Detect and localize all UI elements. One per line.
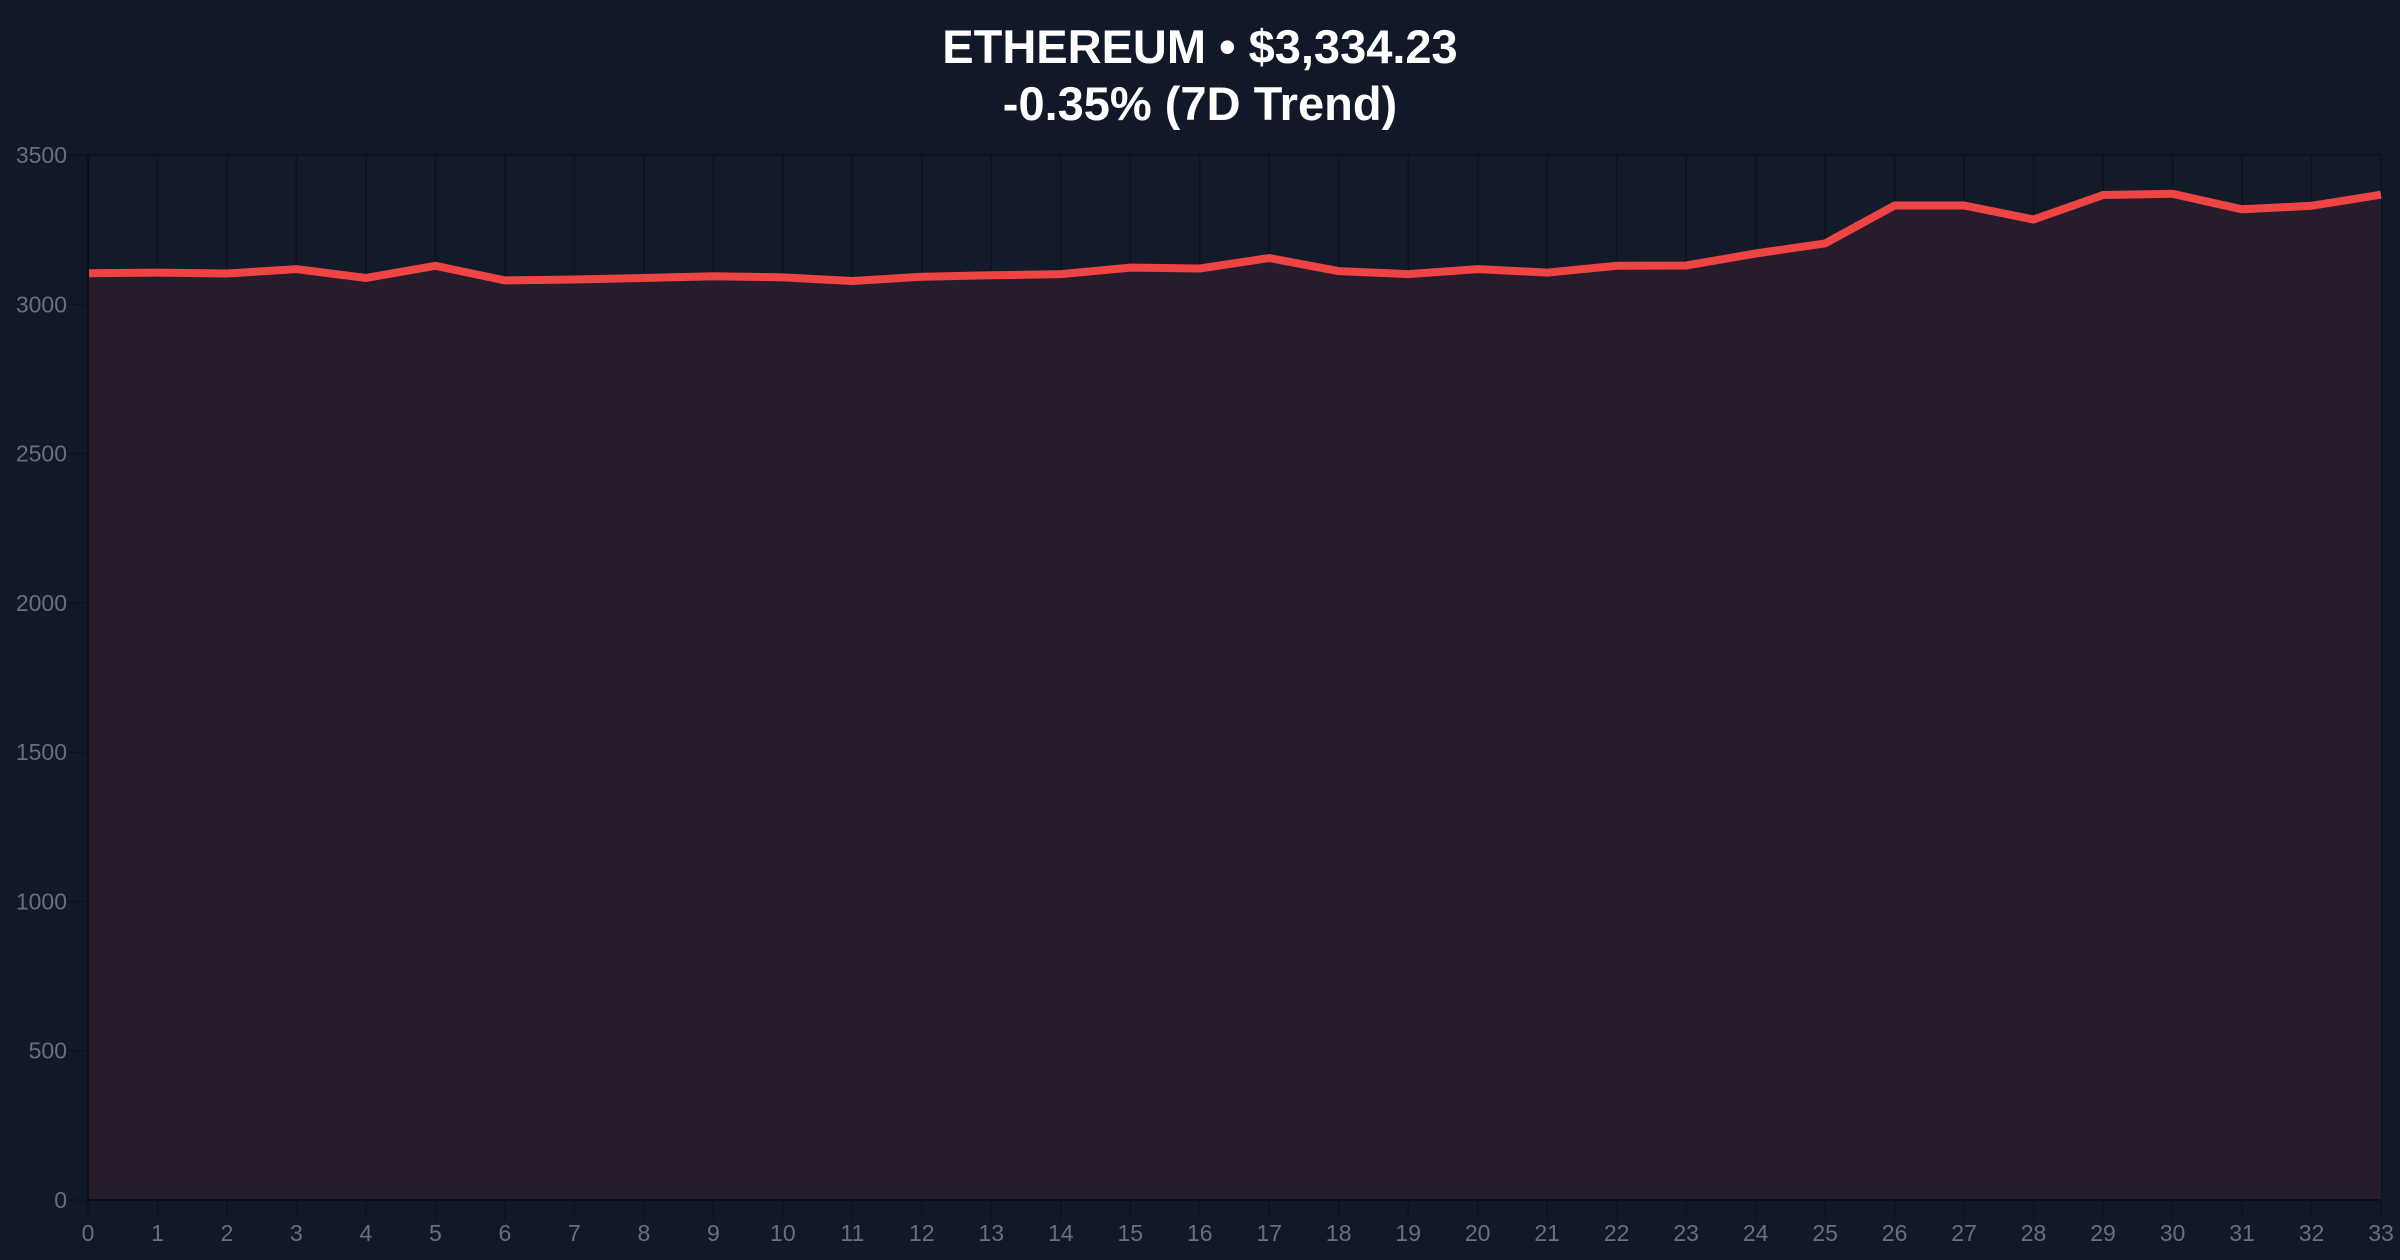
y-tick-label: 3500 bbox=[16, 142, 67, 168]
x-tick-label: 12 bbox=[909, 1220, 935, 1246]
y-tick-label: 0 bbox=[54, 1187, 67, 1213]
y-axis-labels: 0 500 1000 1500 2000 2500 3000 3500 bbox=[16, 142, 67, 1213]
x-tick-label: 2 bbox=[221, 1220, 234, 1246]
x-tick-label: 18 bbox=[1326, 1220, 1352, 1246]
y-tick-label: 500 bbox=[29, 1038, 67, 1064]
x-tick-label: 25 bbox=[1812, 1220, 1838, 1246]
price-area-fill bbox=[88, 193, 2381, 1201]
x-tick-label: 3 bbox=[290, 1220, 303, 1246]
y-tick-label: 1500 bbox=[16, 739, 67, 765]
x-tick-label: 16 bbox=[1187, 1220, 1213, 1246]
x-tick-label: 24 bbox=[1743, 1220, 1769, 1246]
x-tick-label: 14 bbox=[1048, 1220, 1074, 1246]
x-tick-label: 6 bbox=[499, 1220, 512, 1246]
y-tick-label: 2500 bbox=[16, 441, 67, 467]
x-tick-label: 22 bbox=[1604, 1220, 1630, 1246]
x-tick-label: 33 bbox=[2368, 1220, 2394, 1246]
x-tick-label: 32 bbox=[2299, 1220, 2325, 1246]
x-tick-label: 1 bbox=[151, 1220, 164, 1246]
x-tick-label: 15 bbox=[1117, 1220, 1143, 1246]
x-tick-label: 27 bbox=[1951, 1220, 1977, 1246]
x-tick-label: 10 bbox=[770, 1220, 796, 1246]
x-tick-label: 17 bbox=[1256, 1220, 1282, 1246]
price-line bbox=[87, 189, 2382, 286]
chart-title: ETHEREUM • $3,334.23 bbox=[942, 20, 1458, 73]
x-tick-label: 19 bbox=[1395, 1220, 1421, 1246]
x-tick-label: 11 bbox=[840, 1220, 864, 1246]
x-tick-label: 5 bbox=[429, 1220, 442, 1246]
x-tick-label: 7 bbox=[568, 1220, 581, 1246]
y-tick-label: 1000 bbox=[16, 888, 67, 914]
x-tick-label: 31 bbox=[2229, 1220, 2255, 1246]
y-tick-label: 3000 bbox=[16, 291, 67, 317]
x-tick-label: 28 bbox=[2021, 1220, 2047, 1246]
x-tick-label: 8 bbox=[637, 1220, 650, 1246]
x-tick-label: 4 bbox=[360, 1220, 373, 1246]
axes bbox=[68, 154, 2382, 1220]
x-tick-label: 21 bbox=[1534, 1220, 1560, 1246]
x-tick-label: 23 bbox=[1673, 1220, 1699, 1246]
chart-subtitle: -0.35% (7D Trend) bbox=[1002, 77, 1398, 130]
y-tick-label: 2000 bbox=[16, 590, 67, 616]
x-tick-label: 20 bbox=[1465, 1220, 1491, 1246]
x-tick-label: 29 bbox=[2090, 1220, 2116, 1246]
x-tick-label: 9 bbox=[707, 1220, 720, 1246]
x-tick-label: 0 bbox=[82, 1220, 95, 1246]
x-axis-labels: 0 1 2 3 4 5 6 7 8 9 10 11 12 13 14 15 16 17 18 19 20 21 22 23 24… bbox=[82, 1220, 2394, 1246]
x-tick-label: 13 bbox=[979, 1220, 1005, 1246]
chart-title-block: ETHEREUM • $3,334.23 -0.35% (7D Trend) bbox=[0, 18, 2400, 132]
x-tick-label: 30 bbox=[2160, 1220, 2186, 1246]
x-tick-label: 26 bbox=[1882, 1220, 1908, 1246]
